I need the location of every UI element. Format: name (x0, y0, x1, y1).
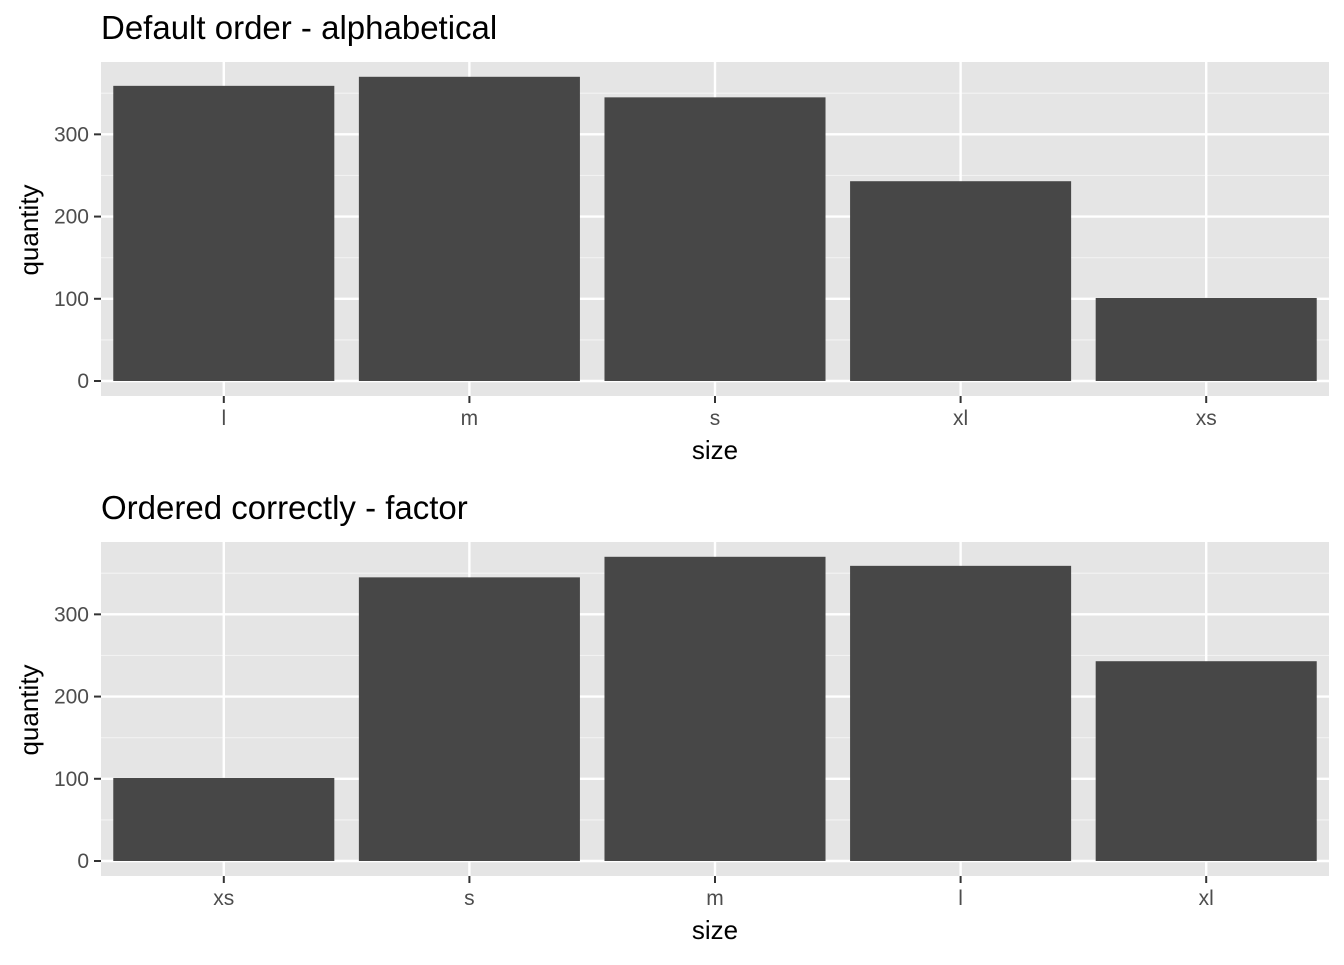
y-tick-label: 0 (77, 370, 89, 393)
bar (358, 577, 580, 861)
x-axis-title: size (692, 915, 738, 945)
y-tick-label: 200 (54, 206, 89, 229)
bar (113, 85, 335, 382)
y-tick-label: 300 (54, 123, 89, 146)
y-axis-title: quantity (14, 664, 44, 755)
y-tick-label: 100 (54, 288, 89, 311)
x-tick-label: m (706, 887, 724, 910)
chart-title: Ordered correctly - factor (101, 489, 468, 526)
x-tick-label: xs (213, 887, 234, 910)
bar (850, 565, 1072, 861)
y-tick-label: 200 (54, 686, 89, 709)
bar (113, 777, 335, 861)
chart-title: Default order - alphabetical (101, 9, 497, 46)
y-tick-label: 100 (54, 768, 89, 791)
x-tick-label: l (221, 407, 226, 430)
bar (358, 76, 580, 382)
y-axis-title: quantity (14, 184, 44, 275)
chart-panel-default-order: 0 100 200 300 l m s xl xs Default order - alphab… (14, 9, 1329, 465)
y-tick-label: 300 (54, 603, 89, 626)
x-tick-label: s (464, 887, 475, 910)
chart-panel-ordered-factor: 0 100 200 300 xs s m l xl Ordered correctly - fa… (14, 489, 1329, 945)
bar (1095, 661, 1317, 861)
x-tick-label: xl (953, 407, 968, 430)
x-axis-title: size (692, 435, 738, 465)
bar (604, 556, 826, 861)
plot-area: 0 100 200 300 l m s xl xs (54, 62, 1329, 430)
bar (850, 181, 1072, 381)
x-tick-label: l (958, 887, 963, 910)
bar (604, 97, 826, 382)
plot-area: 0 100 200 300 xs s m l xl (54, 542, 1329, 910)
x-tick-label: m (461, 407, 479, 430)
bar (1095, 297, 1317, 381)
x-tick-label: s (710, 407, 721, 430)
y-tick-label: 0 (77, 850, 89, 873)
x-tick-label: xl (1199, 887, 1214, 910)
x-tick-label: xs (1196, 407, 1217, 430)
